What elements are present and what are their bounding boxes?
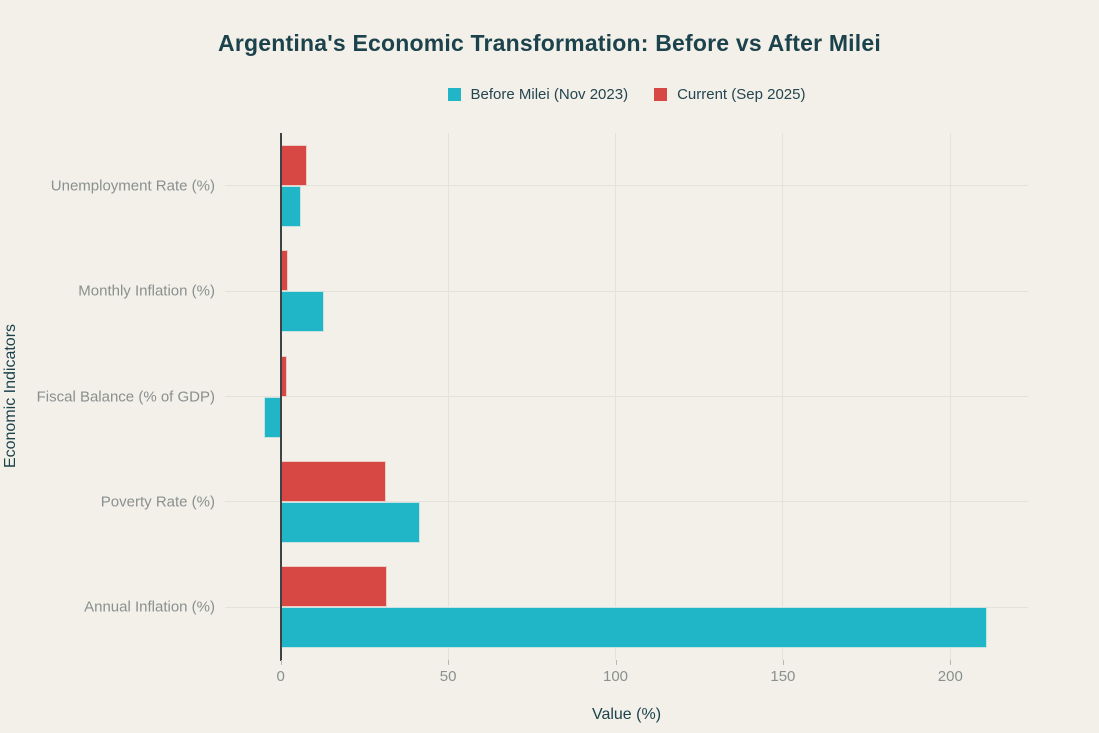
bar-current — [280, 144, 308, 186]
x-tick-mark — [950, 660, 952, 665]
category-label: Unemployment Rate (%) — [50, 177, 215, 195]
legend-item: Before Milei (Nov 2023) — [447, 85, 629, 103]
category-label: Poverty Rate (%) — [100, 493, 215, 511]
legend-swatch-icon — [447, 87, 461, 101]
x-tick-label: 150 — [770, 668, 796, 685]
x-tick-label: 200 — [937, 668, 963, 685]
category-label: Monthly Inflation (%) — [78, 282, 215, 300]
bar-before-milei — [280, 185, 302, 227]
legend: Before Milei (Nov 2023) Current (Sep 2025… — [225, 85, 1028, 103]
x-tick-label: 50 — [439, 668, 457, 685]
x-tick-mark — [615, 660, 617, 665]
legend-label: Current (Sep 2025) — [677, 85, 806, 103]
chart-title: Argentina's Economic Transformation: Bef… — [218, 30, 881, 56]
h-gridline — [225, 185, 1028, 187]
legend-item: Current (Sep 2025) — [654, 86, 805, 103]
x-tick-mark — [448, 660, 450, 665]
h-gridline — [225, 501, 1028, 503]
bar-current — [280, 460, 387, 502]
zero-axis-line — [279, 133, 282, 661]
bar-before-milei — [263, 396, 281, 438]
x-tick-label: 100 — [602, 668, 629, 685]
bar-current — [280, 250, 288, 292]
legend-swatch-icon — [654, 87, 668, 101]
bar-current — [280, 566, 388, 608]
legend-label: Before Milei (Nov 2023) — [470, 85, 629, 103]
x-axis-title: Value (%) — [591, 706, 662, 723]
h-gridline — [225, 290, 1028, 292]
bar-before-milei — [280, 607, 988, 649]
x-tick-mark — [782, 660, 784, 665]
bar-before-milei — [280, 291, 324, 333]
y-axis-title: Economic Indicators — [2, 323, 19, 469]
h-gridline — [225, 396, 1028, 397]
category-label: Fiscal Balance (% of GDP) — [36, 388, 215, 405]
category-label: Annual Inflation (%) — [84, 598, 215, 616]
bar-before-milei — [280, 501, 421, 543]
x-tick-label: 0 — [276, 668, 285, 685]
x-tick-mark — [280, 660, 282, 665]
